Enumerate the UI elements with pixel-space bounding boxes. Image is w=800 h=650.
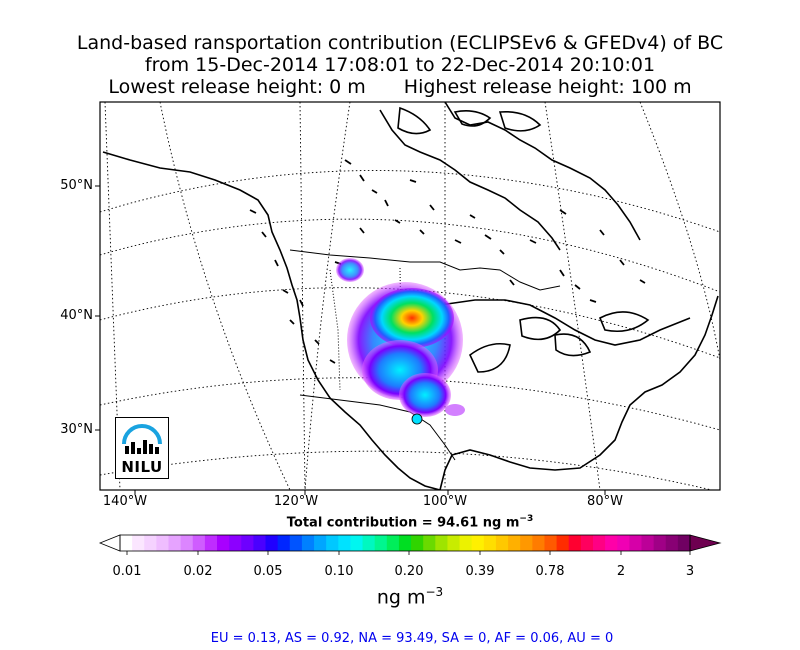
colorbar-cell [423, 535, 436, 551]
colorbar-min-extend [98, 534, 121, 552]
colorbar-cell [508, 535, 521, 551]
colorbar-cell [265, 535, 279, 551]
colorbar-unit-exponent: −3 [425, 585, 444, 599]
highest-release-height: Highest release height: 100 m [403, 76, 692, 98]
cbar-label-7: 2 [616, 564, 626, 579]
colorbar-cell [362, 535, 376, 551]
colorbar-cell [592, 535, 606, 551]
cbar-label-0: 0.01 [112, 564, 142, 579]
cbar-label-3: 0.10 [324, 564, 354, 579]
lon-label-140w: 140°W [102, 494, 148, 509]
colorbar-cell [144, 535, 157, 551]
map-frame [99, 101, 721, 491]
colorbar-cell [386, 535, 400, 551]
colorbar-cell [544, 535, 558, 551]
regional-contributions: EU = 0.13, AS = 0.92, NA = 93.49, SA = 0… [210, 631, 614, 646]
colorbar-cell [277, 535, 291, 551]
colorbar-cell [459, 535, 473, 551]
colorbar-cell [447, 535, 461, 551]
colorbar-cell [217, 535, 230, 551]
lon-label-80w: 80°W [587, 494, 623, 509]
colorbar-cell [653, 535, 667, 551]
cbar-label-4: 0.20 [394, 564, 424, 579]
total-contribution: Total contribution = 94.61 ng m−3 [0, 514, 800, 530]
colorbar-cell [350, 535, 364, 551]
lowest-release-height: Lowest release height: 0 m [108, 76, 366, 98]
colorbar-cell [556, 535, 570, 551]
colorbar-max-extend [689, 534, 722, 552]
cbar-label-1: 0.02 [183, 564, 213, 579]
colorbar-cell [568, 535, 582, 551]
colorbar-cell [301, 535, 315, 551]
colorbar-cell [495, 535, 509, 551]
lat-label-30: 30°N [60, 422, 93, 437]
colorbar-cell [411, 535, 424, 551]
lon-label-100w: 100°W [422, 494, 468, 509]
colorbar-cell [168, 535, 182, 551]
colorbar-cell [132, 535, 145, 551]
colorbar-unit-text: ng m [376, 586, 426, 609]
nilu-logo-text: NILU [121, 458, 163, 476]
colorbar-cell [120, 535, 133, 551]
colorbar-cell [374, 535, 388, 551]
cbar-label-5: 0.39 [465, 564, 495, 579]
colorbar-cell [253, 535, 267, 551]
colorbar-cell [180, 535, 194, 551]
colorbar-cell [532, 535, 546, 551]
colorbar-cell [204, 535, 218, 551]
lakes [249, 159, 646, 364]
cbar-label-8: 3 [685, 564, 695, 579]
colorbar-cell [241, 535, 255, 551]
total-contribution-text: Total contribution = 94.61 ng m [286, 515, 520, 531]
colorbar-cell [289, 535, 303, 551]
colorbar-cell [520, 535, 533, 551]
colorbar-cell [326, 535, 339, 551]
colorbar-cell [641, 535, 655, 551]
colorbar-cell [665, 535, 679, 551]
lat-label-40: 40°N [60, 308, 93, 323]
lon-label-120w: 120°W [273, 494, 319, 509]
colorbar-cell [338, 535, 352, 551]
coastlines [102, 102, 719, 490]
colorbar-cell [483, 535, 497, 551]
colorbar-cell [617, 535, 630, 551]
colorbar-cell [435, 535, 449, 551]
colorbar-unit: ng m−3 [0, 585, 800, 608]
total-contribution-exponent: −3 [519, 514, 534, 524]
chart-title-line1: Land-based ransportation contribution (E… [76, 32, 724, 54]
colorbar-cell [629, 535, 643, 551]
colorbar-cell [229, 535, 242, 551]
chart-title-line3: Lowest release height: 0 m Highest releas… [0, 76, 800, 98]
nilu-logo-icon [122, 424, 162, 454]
colorbar-cell [314, 535, 327, 551]
colorbar-cell [580, 535, 594, 551]
colorbar-cell [156, 535, 170, 551]
cbar-label-2: 0.05 [253, 564, 283, 579]
colorbar-cell [398, 535, 412, 551]
nilu-logo: NILU [115, 417, 169, 479]
colorbar-cell [605, 535, 618, 551]
colorbar-cell [677, 535, 691, 551]
lat-label-50: 50°N [60, 178, 93, 193]
colorbar-cell [192, 535, 206, 551]
colorbar-cell [471, 535, 485, 551]
concentration-plume [336, 258, 465, 425]
cbar-label-6: 0.78 [535, 564, 565, 579]
chart-title-line2: from 15-Dec-2014 17:08:01 to 22-Dec-2014… [144, 54, 656, 76]
